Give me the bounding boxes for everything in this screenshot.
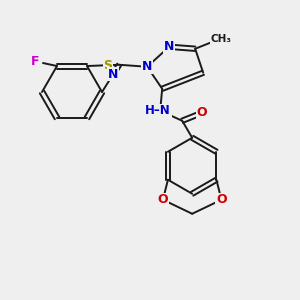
Text: CH₃: CH₃ (211, 34, 232, 44)
Text: N: N (108, 68, 119, 81)
Text: H–N: H–N (145, 104, 171, 117)
Text: O: O (197, 106, 208, 119)
Text: N: N (142, 60, 152, 73)
Text: N: N (164, 40, 174, 53)
Text: O: O (216, 193, 227, 206)
Text: F: F (31, 55, 39, 68)
Text: O: O (158, 193, 168, 206)
Text: S: S (103, 59, 112, 72)
